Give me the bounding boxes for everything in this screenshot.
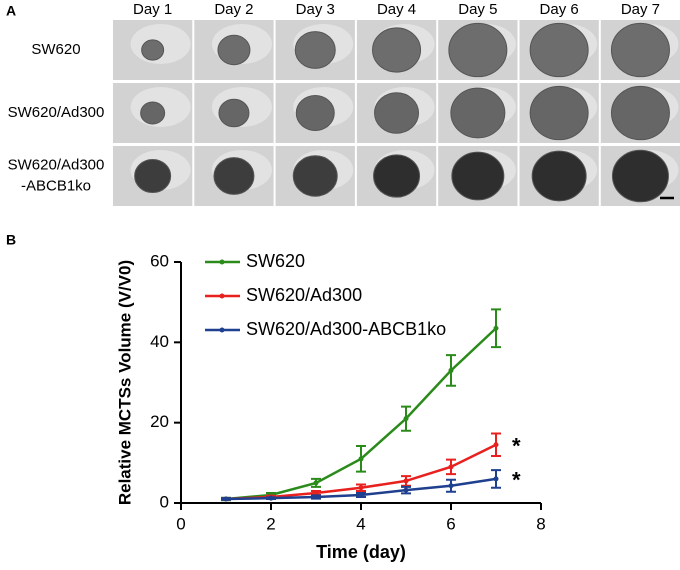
row-label: -ABCB1ko <box>21 177 91 194</box>
data-point <box>448 367 454 373</box>
column-header: Day 2 <box>214 1 253 18</box>
data-point <box>358 456 364 462</box>
y-tick-label: 20 <box>150 412 169 431</box>
x-tick-label: 2 <box>266 514 275 533</box>
data-point <box>268 495 274 501</box>
panel-label: B <box>6 232 16 248</box>
spheroid <box>611 149 669 203</box>
column-header: Day 3 <box>296 1 335 18</box>
spheroid <box>141 39 165 61</box>
spheroid <box>294 31 336 69</box>
spheroid <box>450 87 506 139</box>
data-point <box>448 464 454 470</box>
x-tick-label: 4 <box>356 514 365 533</box>
spheroid <box>373 154 421 198</box>
legend-marker <box>219 327 225 333</box>
spheroid <box>448 22 508 78</box>
data-point <box>403 487 409 493</box>
legend-label: SW620/Ad300-ABCB1ko <box>246 319 446 339</box>
significance-mark: * <box>512 468 521 493</box>
spheroid <box>140 101 166 125</box>
x-tick-label: 6 <box>446 514 455 533</box>
data-point <box>403 478 409 484</box>
spheroid <box>451 151 505 201</box>
significance-mark: * <box>512 434 521 459</box>
data-point <box>493 442 499 448</box>
x-tick-label: 0 <box>176 514 185 533</box>
spheroid <box>372 27 422 73</box>
data-point <box>448 483 454 489</box>
legend-marker <box>219 259 225 265</box>
spheroid <box>292 155 338 197</box>
spheroid <box>217 34 251 66</box>
spheroid <box>218 98 250 128</box>
y-tick-label: 40 <box>150 332 169 351</box>
y-tick-label: 60 <box>150 251 169 270</box>
spheroid <box>213 157 255 195</box>
data-point <box>493 476 499 482</box>
x-axis-title: Time (day) <box>316 542 406 562</box>
column-header: Day 6 <box>540 1 579 18</box>
row-label: SW620/Ad300 <box>8 104 105 121</box>
data-point <box>358 492 364 498</box>
spheroid <box>610 85 670 141</box>
data-point <box>493 325 499 331</box>
panel-label: A <box>6 3 16 19</box>
row-label: SW620/Ad300 <box>8 156 105 173</box>
data-point <box>403 416 409 422</box>
data-point <box>358 485 364 491</box>
column-header: Day 5 <box>458 1 497 18</box>
spheroid <box>374 92 420 134</box>
spheroid <box>295 95 335 131</box>
data-point <box>313 490 319 496</box>
y-tick-label: 0 <box>160 492 169 511</box>
legend-label: SW620/Ad300 <box>246 285 362 305</box>
legend-marker <box>219 293 225 299</box>
column-header: Day 1 <box>133 1 172 18</box>
y-axis-title: Relative MCTSs Volume (V/V0) <box>115 260 134 505</box>
legend-label: SW620 <box>246 251 305 271</box>
data-point <box>313 480 319 486</box>
data-point <box>313 494 319 500</box>
column-header: Day 7 <box>621 1 660 18</box>
x-tick-label: 8 <box>536 514 545 533</box>
spheroid <box>529 85 589 141</box>
column-header: Day 4 <box>377 1 416 18</box>
spheroid <box>134 158 172 194</box>
row-label: SW620 <box>31 41 80 58</box>
spheroid <box>531 150 587 202</box>
spheroid <box>529 22 589 78</box>
spheroid <box>610 22 670 78</box>
data-point <box>223 496 229 502</box>
